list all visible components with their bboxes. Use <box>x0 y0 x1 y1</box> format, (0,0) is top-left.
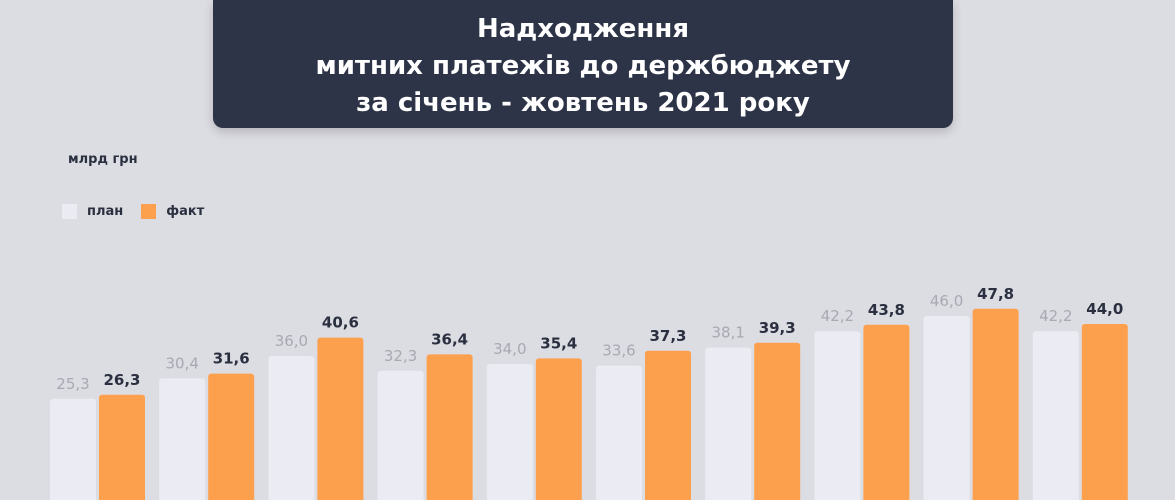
data-label-plan-6: 33,6 <box>602 342 635 360</box>
legend-item-plan: план <box>62 204 123 219</box>
bar-plan-5 <box>486 364 533 500</box>
legend-swatch-fact <box>141 204 157 219</box>
bar-fact-10 <box>1081 324 1128 500</box>
data-label-plan-9: 46,0 <box>930 292 963 310</box>
bar-plan-1 <box>50 398 96 500</box>
bar-plan-6 <box>596 365 642 500</box>
data-label-plan-10: 42,2 <box>1039 307 1072 325</box>
bar-plan-3 <box>268 356 315 500</box>
data-label-plan-7: 38,1 <box>711 324 744 342</box>
bar-fact-2 <box>208 373 255 500</box>
title-line-1: Надходження <box>476 13 690 44</box>
data-label-fact-2: 31,6 <box>213 350 250 368</box>
data-label-fact-4: 36,4 <box>431 330 468 348</box>
data-label-plan-1: 25,3 <box>56 375 89 393</box>
data-label-fact-6: 37,3 <box>649 327 686 345</box>
bar-plan-7 <box>705 347 752 500</box>
data-label-fact-9: 47,8 <box>977 285 1014 303</box>
title-line-2: митних платежів до держбюджету <box>315 50 851 81</box>
data-label-fact-1: 26,3 <box>103 371 140 389</box>
title-banner: Надходження митних платежів до держбюдже… <box>213 0 953 128</box>
bar-fact-3 <box>317 337 364 500</box>
data-label-fact-5: 35,4 <box>540 334 577 352</box>
data-label-fact-8: 43,8 <box>868 301 905 319</box>
bar-fact-9 <box>972 308 1019 500</box>
legend-label-fact: факт <box>166 204 205 219</box>
legend-label-plan: план <box>87 204 124 219</box>
data-label-fact-7: 39,3 <box>759 319 796 337</box>
unit-label: млрд грн <box>68 152 138 167</box>
bar-fact-1 <box>99 394 145 500</box>
bar-fact-7 <box>754 342 801 500</box>
bar-plan-4 <box>377 370 424 500</box>
data-label-plan-2: 30,4 <box>165 354 198 372</box>
bar-fact-5 <box>535 358 582 500</box>
legend-item-fact: факт <box>141 204 204 219</box>
data-label-fact-10: 44,0 <box>1086 300 1123 318</box>
bar-plan-10 <box>1032 331 1079 500</box>
bar-plan-8 <box>814 331 861 500</box>
bar-fact-4 <box>426 354 473 500</box>
title-line-3: за січень - жовтень 2021 року <box>356 87 810 118</box>
data-label-plan-4: 32,3 <box>384 347 417 365</box>
legend: план факт <box>62 204 222 219</box>
data-label-plan-8: 42,2 <box>821 307 854 325</box>
data-label-plan-3: 36,0 <box>275 332 308 350</box>
bar-fact-8 <box>863 324 910 500</box>
legend-swatch-plan <box>62 204 77 219</box>
data-label-plan-5: 34,0 <box>493 340 526 358</box>
bar-plan-2 <box>159 378 206 500</box>
bar-plan-9 <box>923 316 970 500</box>
data-label-fact-3: 40,6 <box>322 314 359 332</box>
bar-fact-6 <box>645 350 691 500</box>
